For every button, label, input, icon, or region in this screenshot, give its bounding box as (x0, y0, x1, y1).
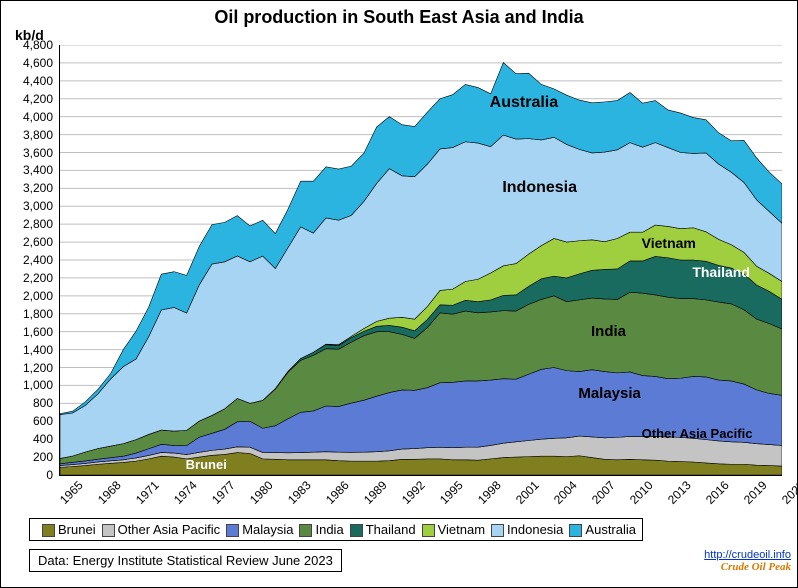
branding-name: Crude Oil Peak (721, 561, 791, 573)
xtick: 1989 (361, 478, 390, 507)
ytick: 2,000 (13, 289, 53, 303)
plot-area (59, 45, 782, 476)
xtick: 2007 (589, 478, 618, 507)
ytick: 1,200 (13, 361, 53, 375)
xtick: 1998 (475, 478, 504, 507)
xtick: 1995 (437, 478, 466, 507)
legend-label: Australia (585, 522, 636, 537)
xtick: 1974 (171, 478, 200, 507)
ytick: 0 (13, 468, 53, 482)
ytick: 2,600 (13, 235, 53, 249)
xtick: 1992 (399, 478, 428, 507)
branding-url: http://crudeoil.info (704, 549, 791, 561)
legend-label: Vietnam (438, 522, 485, 537)
ytick: 3,400 (13, 163, 53, 177)
ytick: 1,800 (13, 307, 53, 321)
ytick: 1,600 (13, 325, 53, 339)
ytick: 600 (13, 414, 53, 428)
xtick: 1986 (323, 478, 352, 507)
legend: Brunei Other Asia Pacific Malaysia India Tha… (29, 518, 643, 541)
legend-swatch (491, 524, 504, 537)
ytick: 3,600 (13, 146, 53, 160)
legend-swatch (569, 524, 582, 537)
ytick: 4,000 (13, 110, 53, 124)
legend-swatch (422, 524, 435, 537)
xtick: 2010 (627, 478, 656, 507)
ytick: 4,800 (13, 38, 53, 52)
legend-label: Thailand (366, 522, 416, 537)
ytick: 400 (13, 432, 53, 446)
legend-label: Malaysia (242, 522, 293, 537)
chart-container: Oil production in South East Asia and In… (0, 0, 798, 588)
legend-label: Brunei (58, 522, 96, 537)
data-source: Data: Energy Institute Statistical Revie… (29, 549, 342, 572)
ytick: 3,000 (13, 199, 53, 213)
xtick: 2001 (513, 478, 542, 507)
xtick: 2013 (665, 478, 694, 507)
branding: http://crudeoil.info Crude Oil Peak (704, 549, 791, 573)
xtick: 2004 (551, 478, 580, 507)
legend-swatch (42, 524, 55, 537)
ytick: 2,400 (13, 253, 53, 267)
ytick: 2,800 (13, 217, 53, 231)
legend-swatch (299, 524, 312, 537)
xtick: 1980 (247, 478, 276, 507)
legend-label: Indonesia (507, 522, 563, 537)
ytick: 1,400 (13, 343, 53, 357)
ytick: 3,800 (13, 128, 53, 142)
xtick: 1983 (285, 478, 314, 507)
legend-swatch (102, 524, 115, 537)
chart-title: Oil production in South East Asia and In… (1, 7, 797, 28)
legend-swatch (350, 524, 363, 537)
ytick: 4,400 (13, 74, 53, 88)
ytick: 800 (13, 396, 53, 410)
ytick: 4,200 (13, 92, 53, 106)
xtick: 2019 (741, 478, 770, 507)
ytick: 1,000 (13, 378, 53, 392)
ytick: 200 (13, 450, 53, 464)
ytick: 3,200 (13, 181, 53, 195)
ytick: 2,200 (13, 271, 53, 285)
xtick: 1971 (133, 478, 162, 507)
xtick: 1977 (209, 478, 238, 507)
legend-label: India (315, 522, 343, 537)
legend-swatch (226, 524, 239, 537)
xtick: 1965 (57, 478, 86, 507)
legend-label: Other Asia Pacific (118, 522, 221, 537)
xtick: 2022 (779, 478, 798, 507)
ytick: 4,600 (13, 56, 53, 70)
xtick: 1968 (95, 478, 124, 507)
xtick: 2016 (703, 478, 732, 507)
plot-svg (60, 45, 782, 475)
